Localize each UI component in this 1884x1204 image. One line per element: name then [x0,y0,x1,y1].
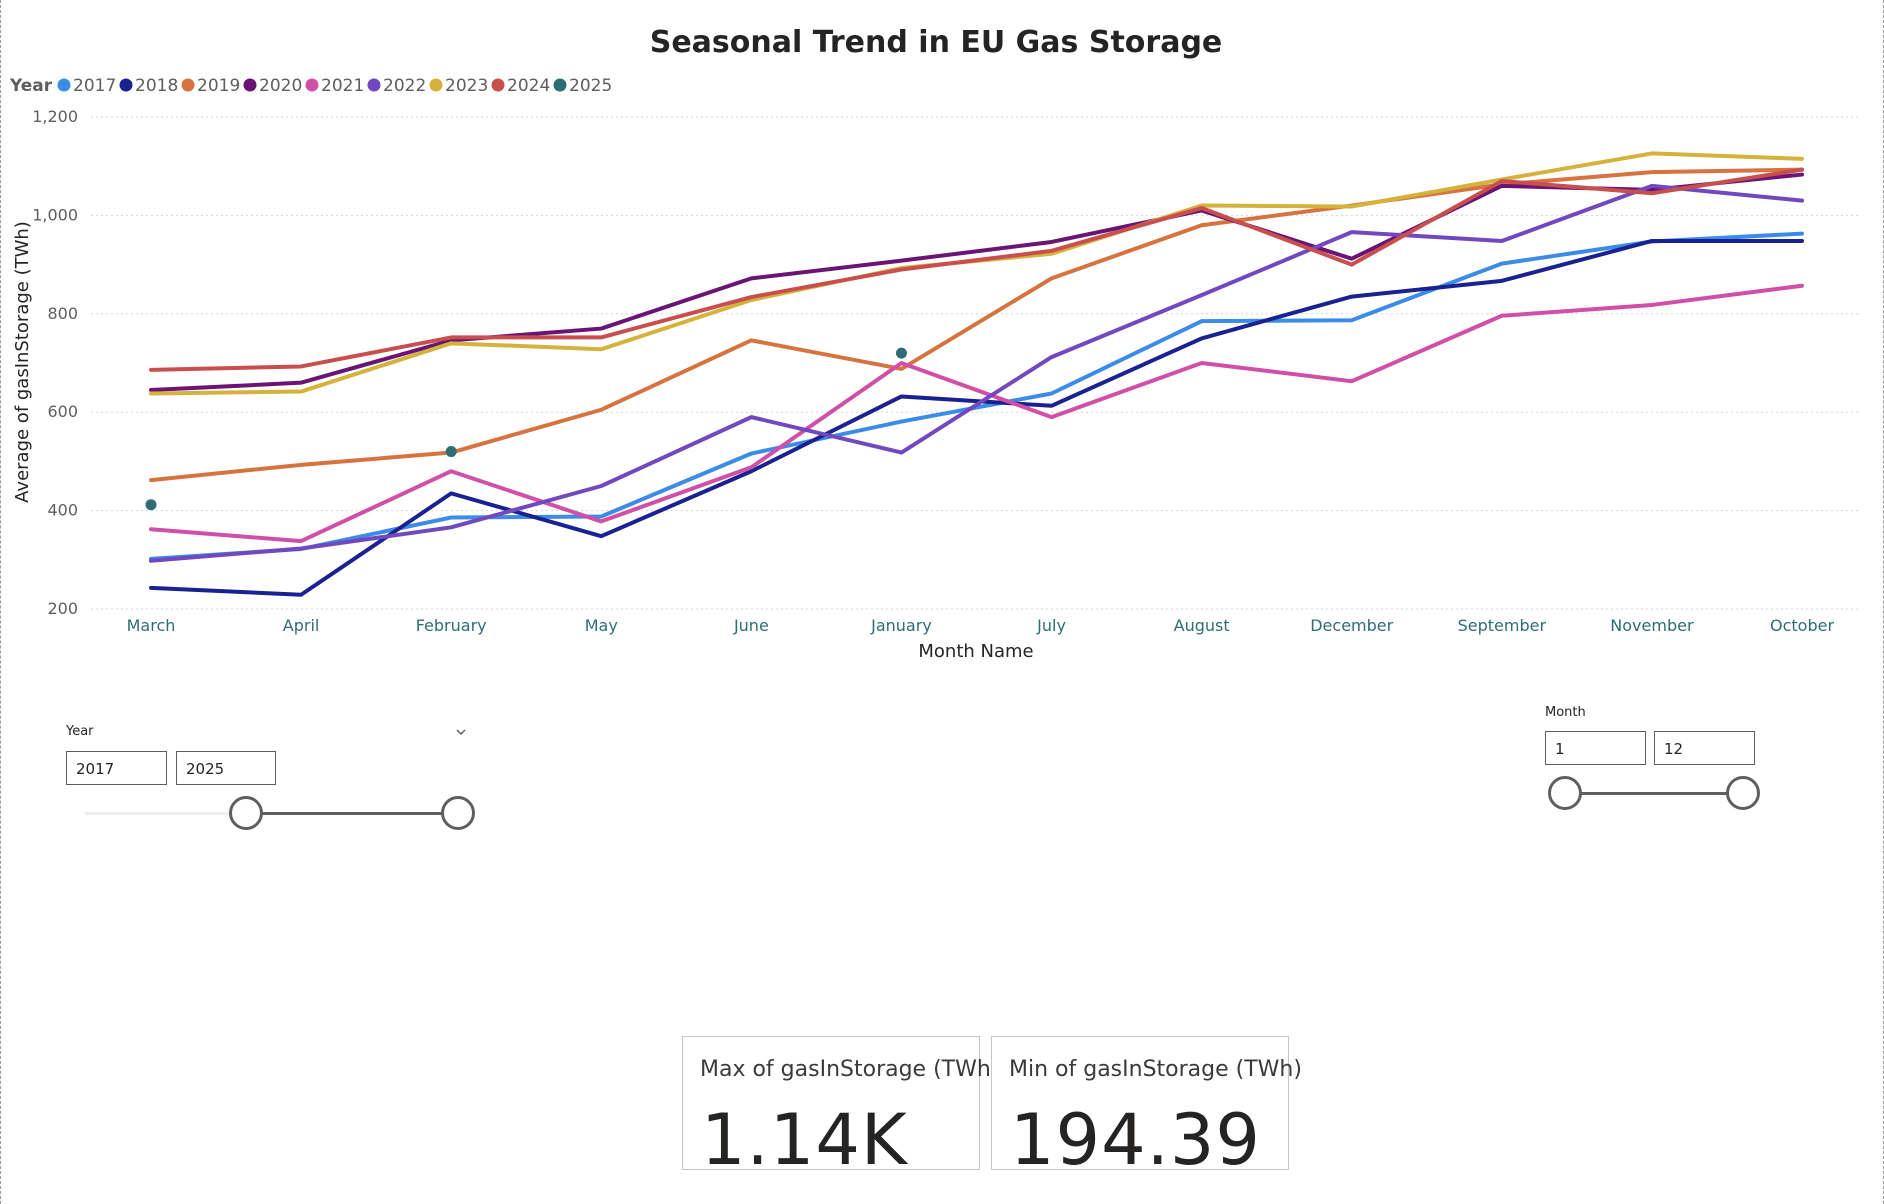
series-2017 [149,231,1804,561]
legend-marker [119,78,133,92]
x-tick-label: November [1610,616,1694,635]
card-label: Min of gasInStorage (TWh) [1009,1057,1302,1082]
x-tick-label: October [1770,616,1834,635]
x-tick-label: July [1036,616,1066,635]
month-slider-end-handle[interactable] [1726,776,1760,810]
year-to-input[interactable]: 2025 [176,751,276,785]
series-line-2019 [149,167,1804,483]
month-to-input[interactable]: 12 [1654,731,1755,765]
series-line-2018 [149,238,1804,597]
legend-title: Year [9,76,53,96]
month-from-input[interactable]: 1 [1545,731,1646,765]
year-from-input[interactable]: 2017 [66,751,167,785]
series-line-2021 [149,283,1804,544]
legend-marker [491,78,505,92]
year-slicer-label: Year [66,724,94,739]
x-tick-label: May [585,616,618,635]
x-tick-label: June [733,616,769,635]
month-slicer-label: Month [1545,705,1586,720]
legend-marker [243,78,257,92]
y-axis-title: Average of gasInStorage (TWh) [12,221,33,503]
series-line-2024 [149,167,1804,372]
month-slider-range[interactable] [1565,792,1743,795]
legend-marker [305,78,319,92]
legend-item-2018[interactable]: 2018 [135,76,178,96]
legend-item-2020[interactable]: 2020 [259,76,302,96]
series-line-2022 [149,183,1804,563]
series-2018 [149,238,1804,597]
y-tick-label: 1,000 [32,205,78,224]
legend-marker [181,78,195,92]
legend-item-2023[interactable]: 2023 [445,76,488,96]
data-point [445,446,457,458]
legend-marker [429,78,443,92]
x-tick-label: September [1458,616,1547,635]
series-2023 [149,151,1804,396]
series-line-2017 [149,231,1804,561]
x-tick-label: December [1310,616,1393,635]
series-2024 [149,167,1804,372]
min-storage-card: Min of gasInStorage (TWh) 194.39 [991,1036,1302,1181]
y-tick-label: 400 [47,501,78,520]
card-value: 1.14K [701,1099,908,1181]
series-2021 [149,283,1804,544]
y-tick-label: 200 [47,599,78,618]
x-axis-ticks: March April February May June January July Augu… [127,616,1835,635]
series-line-2023 [149,151,1804,396]
series-2019 [149,167,1804,483]
line-chart[interactable]: Seasonal Trend in EU Gas Storage Year 20… [1,0,1884,680]
year-slider-range [246,812,458,815]
card-value: 194.39 [1010,1099,1261,1181]
data-point [895,347,907,359]
legend-item-2019[interactable]: 2019 [197,76,240,96]
x-tick-label: April [283,616,320,635]
chart-legend: Year 2017 2018 2019 2020 2021 2022 2023 2024 202… [9,76,612,96]
x-axis-title: Month Name [918,641,1033,662]
legend-marker [553,78,567,92]
legend-item-2021[interactable]: 2021 [321,76,364,96]
data-point [145,499,157,511]
month-slider-start-handle[interactable] [1548,776,1582,810]
y-tick-label: 600 [47,402,78,421]
legend-item-2024[interactable]: 2024 [507,76,550,96]
legend-item-2022[interactable]: 2022 [383,76,426,96]
x-tick-label: March [127,616,176,635]
legend-marker [57,78,71,92]
y-tick-label: 1,200 [32,107,78,126]
series-2020 [149,172,1804,393]
max-storage-card: Max of gasInStorage (TWh) 1.14K [682,1036,999,1181]
year-slider-end-handle[interactable] [441,796,475,830]
series-2025 [145,347,907,511]
y-axis-ticks: 200 400 600 800 1,000 1,200 [32,107,78,618]
year-slider-start-handle[interactable] [229,796,263,830]
card-label: Max of gasInStorage (TWh) [700,1057,1000,1082]
legend-item-2025[interactable]: 2025 [569,76,612,96]
y-tick-label: 800 [47,304,78,323]
x-tick-label: January [870,616,932,635]
legend-item-2017[interactable]: 2017 [73,76,116,96]
series-line-2020 [149,172,1804,393]
chevron-down-icon[interactable] [456,727,466,737]
chart-gridlines [91,116,1861,610]
chart-series [145,151,1804,597]
x-tick-label: August [1174,616,1230,635]
legend-marker [367,78,381,92]
x-tick-label: February [416,616,487,635]
chart-title: Seasonal Trend in EU Gas Storage [650,25,1223,60]
series-2022 [149,183,1804,563]
